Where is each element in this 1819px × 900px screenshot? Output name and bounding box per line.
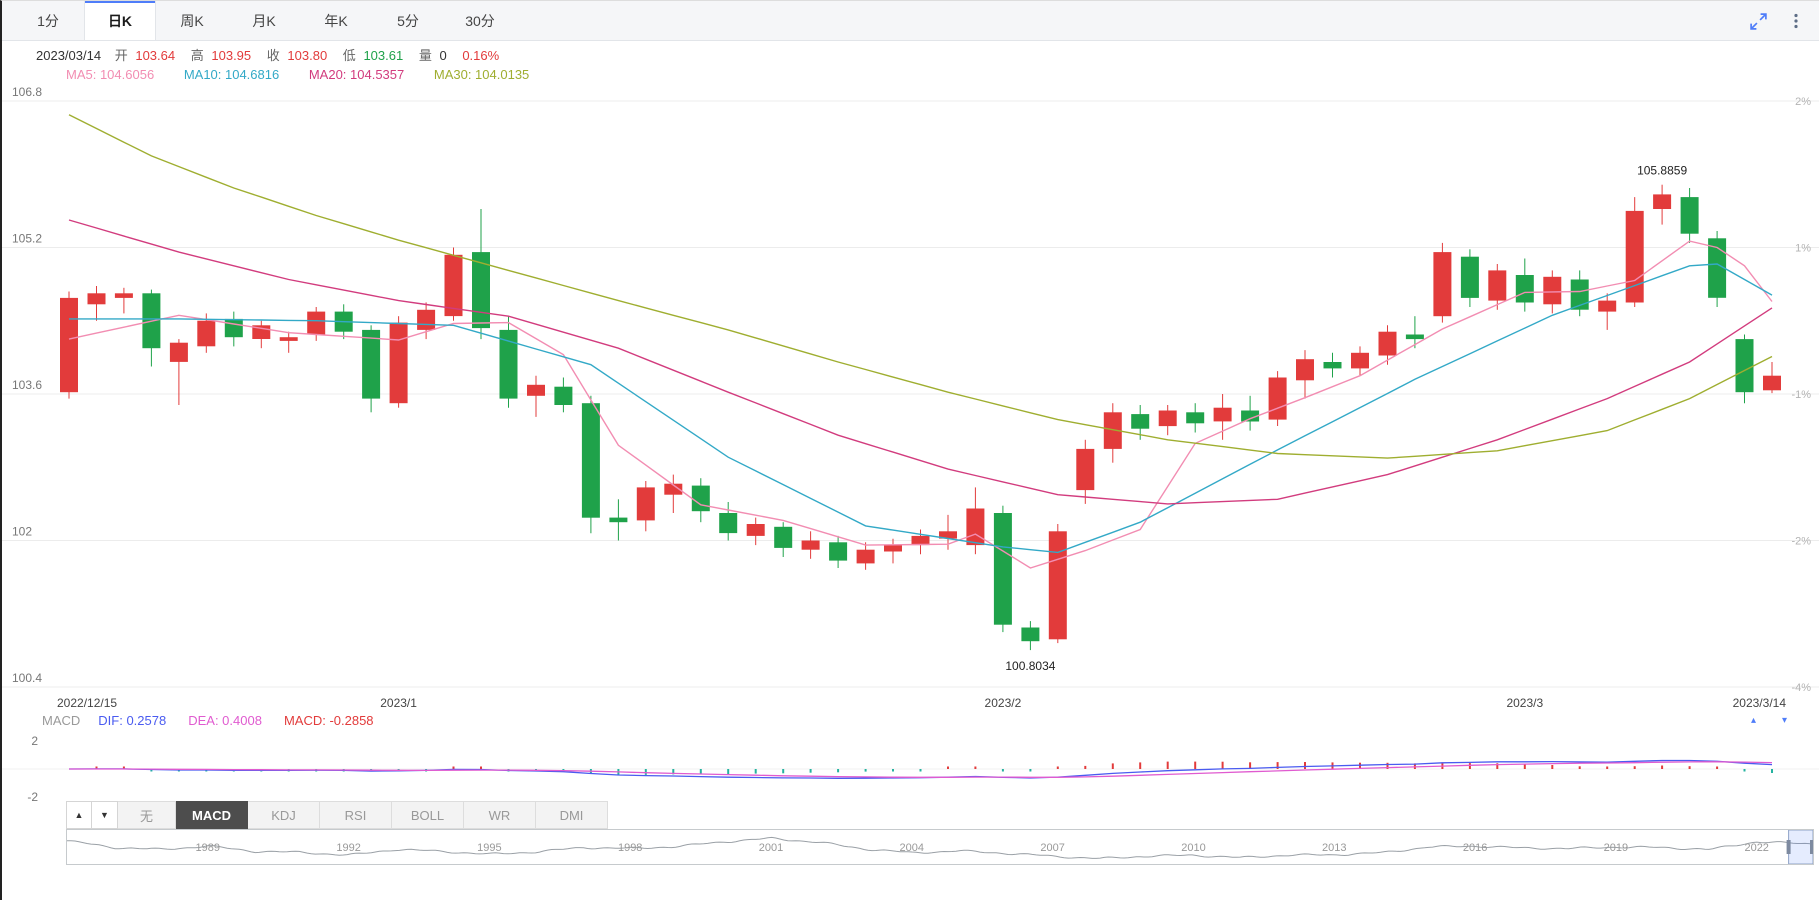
volume-value: 0 bbox=[439, 48, 447, 63]
macd-pane-title: MACD bbox=[42, 713, 81, 728]
svg-text:105.2: 105.2 bbox=[12, 232, 42, 246]
volume-label: 量 bbox=[418, 48, 432, 63]
svg-text:1992: 1992 bbox=[336, 842, 360, 854]
svg-text:-2: -2 bbox=[27, 790, 38, 804]
pane-up-button[interactable]: ▲ bbox=[66, 801, 92, 829]
quote-date: 2023/03/14 bbox=[36, 48, 102, 63]
svg-text:2016: 2016 bbox=[1463, 842, 1487, 854]
close-label: 收 bbox=[266, 48, 280, 63]
svg-text:100.4: 100.4 bbox=[12, 671, 42, 685]
ma20-legend: MA20: 104.5357 bbox=[308, 67, 405, 82]
svg-text:2023/1: 2023/1 bbox=[380, 696, 417, 710]
svg-text:-4%: -4% bbox=[1791, 682, 1811, 694]
quote-bar: 2023/03/14 开 103.64 高 103.95 收 103.80 低 … bbox=[36, 45, 511, 64]
svg-text:2001: 2001 bbox=[759, 842, 783, 854]
tab-daily-k[interactable]: 日K bbox=[84, 1, 156, 40]
main-price-chart[interactable]: 106.8 2% 105.2 1% 103.6 -1% 102 -2% 100.4 -4% 105.… bbox=[2, 87, 1819, 717]
pane-down-button[interactable]: ▼ bbox=[92, 801, 118, 829]
topbar-icons bbox=[1747, 1, 1807, 41]
low-value: 103.61 bbox=[363, 48, 404, 63]
macd-value-legend: MACD: -0.2858 bbox=[283, 713, 374, 728]
change-percent: 0.16% bbox=[462, 48, 500, 63]
svg-text:2: 2 bbox=[31, 734, 38, 748]
more-menu-icon[interactable] bbox=[1785, 10, 1807, 32]
low-label: 低 bbox=[342, 48, 356, 63]
indicator-bar: ▲ ▼ 无 MACD KDJ RSI BOLL WR DMI bbox=[66, 801, 608, 829]
close-value: 103.80 bbox=[287, 48, 328, 63]
svg-text:2007: 2007 bbox=[1040, 842, 1064, 854]
period-tabbar: 1分 日K 周K 月K 年K 5分 30分 bbox=[2, 1, 1819, 41]
svg-text:102: 102 bbox=[12, 525, 32, 539]
tab-5min[interactable]: 5分 bbox=[397, 12, 419, 29]
svg-text:103.6: 103.6 bbox=[12, 378, 42, 392]
tab-monthly-k[interactable]: 月K bbox=[252, 12, 276, 29]
open-value: 103.64 bbox=[135, 48, 176, 63]
svg-text:2010: 2010 bbox=[1181, 842, 1205, 854]
high-value: 103.95 bbox=[211, 48, 252, 63]
timeline-navigator[interactable]: 1989 1992 1995 1998 2001 2004 2007 2010 2013 2016… bbox=[66, 829, 1814, 865]
dif-legend: DIF: 0.2578 bbox=[98, 713, 167, 728]
svg-text:2%: 2% bbox=[1795, 96, 1811, 108]
svg-text:1%: 1% bbox=[1795, 243, 1811, 255]
svg-text:-2%: -2% bbox=[1791, 536, 1811, 548]
indicator-tab-macd[interactable]: MACD bbox=[176, 801, 248, 829]
tab-yearly-k[interactable]: 年K bbox=[324, 12, 348, 29]
fullscreen-icon[interactable] bbox=[1747, 10, 1769, 32]
ma-legend: MA5: 104.6056 MA10: 104.6816 MA20: 104.5… bbox=[66, 67, 555, 82]
dea-legend: DEA: 0.4008 bbox=[188, 713, 262, 728]
svg-text:2023/3/14: 2023/3/14 bbox=[1733, 696, 1787, 710]
svg-text:2023/3: 2023/3 bbox=[1506, 696, 1543, 710]
svg-text:1989: 1989 bbox=[196, 842, 220, 854]
pane-expand-icon[interactable]: ▾ bbox=[1781, 714, 1787, 726]
tab-1min[interactable]: 1分 bbox=[37, 12, 59, 29]
macd-legend: MACD DIF: 0.2578 DEA: 0.4008 MACD: -0.28… bbox=[42, 713, 1809, 728]
tab-weekly-k[interactable]: 周K bbox=[180, 12, 204, 29]
svg-text:2019: 2019 bbox=[1604, 842, 1628, 854]
macd-pane-controls: ▴ ▾ bbox=[1750, 714, 1809, 726]
indicator-tab-wr[interactable]: WR bbox=[464, 801, 536, 829]
svg-text:2022/12/15: 2022/12/15 bbox=[57, 696, 117, 710]
high-label: 高 bbox=[190, 48, 204, 63]
indicator-tab-none[interactable]: 无 bbox=[118, 801, 176, 829]
pane-collapse-icon[interactable]: ▴ bbox=[1750, 714, 1756, 726]
svg-text:105.8859: 105.8859 bbox=[1637, 164, 1687, 178]
indicator-tab-kdj[interactable]: KDJ bbox=[248, 801, 320, 829]
indicator-tab-rsi[interactable]: RSI bbox=[320, 801, 392, 829]
svg-text:2022: 2022 bbox=[1744, 842, 1768, 854]
indicator-tab-boll[interactable]: BOLL bbox=[392, 801, 464, 829]
svg-text:106.8: 106.8 bbox=[12, 87, 42, 99]
svg-text:2023/2: 2023/2 bbox=[985, 696, 1022, 710]
svg-text:2004: 2004 bbox=[900, 842, 924, 854]
open-label: 开 bbox=[114, 48, 128, 63]
ma5-legend: MA5: 104.6056 bbox=[66, 67, 155, 82]
svg-text:1995: 1995 bbox=[477, 842, 501, 854]
svg-text:-1%: -1% bbox=[1791, 389, 1811, 401]
tab-30min[interactable]: 30分 bbox=[465, 12, 495, 29]
timeline-sparkline[interactable]: 1989 1992 1995 1998 2001 2004 2007 2010 2013 2016… bbox=[66, 829, 1814, 865]
svg-text:2013: 2013 bbox=[1322, 842, 1346, 854]
macd-indicator-chart[interactable]: 2 -2 bbox=[2, 731, 1819, 807]
ma30-legend: MA30: 104.0135 bbox=[433, 67, 530, 82]
ma10-legend: MA10: 104.6816 bbox=[183, 67, 280, 82]
svg-text:100.8034: 100.8034 bbox=[1005, 659, 1055, 673]
svg-text:1998: 1998 bbox=[618, 842, 642, 854]
indicator-tab-dmi[interactable]: DMI bbox=[536, 801, 608, 829]
